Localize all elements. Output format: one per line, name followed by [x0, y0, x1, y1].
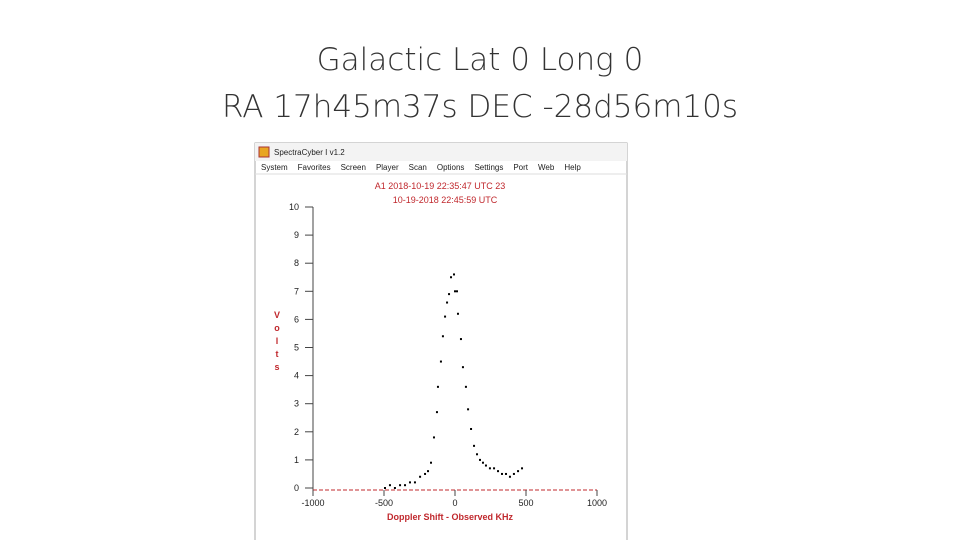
data-point	[388, 484, 391, 487]
data-point	[521, 467, 524, 470]
data-point	[464, 385, 467, 388]
data-point	[473, 444, 476, 447]
y-tick-label: 2	[294, 427, 299, 437]
chart-header: A1 2018-10-19 22:35:47 UTC 23	[375, 181, 506, 191]
title-bar	[255, 143, 627, 161]
data-point	[404, 484, 407, 487]
data-point	[450, 276, 453, 279]
y-tick-label: 1	[294, 455, 299, 465]
data-point	[453, 273, 456, 276]
y-tick-label: 8	[294, 258, 299, 268]
menu-item[interactable]: Screen	[341, 163, 366, 172]
data-point	[446, 301, 449, 304]
data-point	[383, 487, 386, 489]
data-point	[467, 408, 470, 411]
data-point	[504, 472, 507, 475]
data-point	[470, 427, 473, 430]
data-point	[501, 472, 504, 475]
data-point	[456, 312, 459, 315]
menu-item[interactable]: Options	[437, 163, 465, 172]
data-point	[478, 458, 481, 461]
x-tick-label: -1000	[301, 498, 324, 508]
data-point	[430, 461, 433, 464]
x-tick-label: -500	[375, 498, 393, 508]
data-point	[439, 360, 442, 363]
slide-title: Galactic Lat 0 Long 0	[317, 42, 644, 78]
data-point	[436, 385, 439, 388]
data-point	[512, 472, 515, 475]
data-point	[399, 484, 402, 487]
y-tick-label: 5	[294, 343, 299, 353]
data-point	[441, 335, 444, 338]
x-axis-label: Doppler Shift - Observed KHz	[387, 512, 514, 522]
data-point	[454, 290, 456, 293]
data-point	[459, 338, 462, 341]
slide-title: RA 17h45m37s DEC -28d56m10s	[222, 89, 738, 125]
data-point	[508, 475, 511, 478]
menu-item[interactable]: Web	[538, 163, 555, 172]
data-point	[435, 411, 438, 414]
menu-item[interactable]: Settings	[474, 163, 503, 172]
menu-item[interactable]: Port	[513, 163, 528, 172]
menu-item[interactable]: System	[261, 163, 288, 172]
y-axis-label: Volts	[272, 310, 282, 375]
y-tick-label: 7	[294, 286, 299, 296]
app-icon	[258, 146, 270, 158]
x-tick-label: 0	[452, 498, 457, 508]
data-point	[427, 470, 430, 473]
data-point	[488, 467, 491, 470]
data-point	[413, 481, 416, 484]
y-tick-label: 4	[294, 371, 299, 381]
data-point	[455, 290, 458, 293]
y-tick-label: 9	[294, 230, 299, 240]
app-window: SpectraCyber I v1.2	[254, 142, 628, 540]
data-point	[461, 366, 464, 369]
data-point	[476, 453, 479, 456]
y-tick-label: 0	[294, 483, 299, 493]
data-point	[424, 472, 427, 475]
menu-item[interactable]: Scan	[409, 163, 427, 172]
chart-header: 10-19-2018 22:45:59 UTC	[393, 195, 498, 205]
menu-item[interactable]: Player	[376, 163, 399, 172]
y-tick-label: 10	[289, 202, 299, 212]
y-tick-label: 3	[294, 399, 299, 409]
x-tick-label: 500	[518, 498, 533, 508]
menu-item[interactable]: Favorites	[298, 163, 331, 172]
window-frame	[254, 142, 628, 540]
data-point	[432, 436, 435, 439]
data-point	[444, 315, 447, 318]
data-point	[497, 470, 500, 473]
data-point	[484, 464, 487, 467]
data-point	[419, 475, 422, 478]
data-point	[493, 467, 496, 470]
data-point	[408, 481, 411, 484]
menu-item[interactable]: Help	[564, 163, 581, 172]
y-tick-label: 6	[294, 314, 299, 324]
x-tick-label: 1000	[587, 498, 607, 508]
data-point	[517, 470, 520, 473]
data-point	[448, 293, 451, 296]
data-point	[393, 487, 396, 489]
data-point	[481, 461, 484, 464]
window-title: SpectraCyber I v1.2	[274, 148, 345, 157]
